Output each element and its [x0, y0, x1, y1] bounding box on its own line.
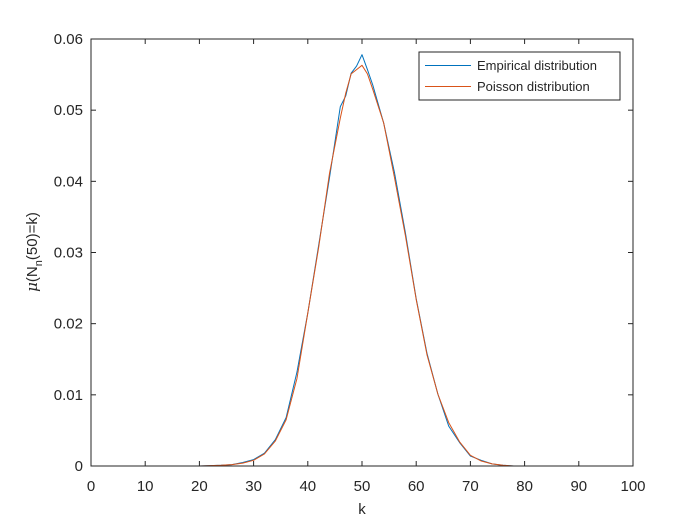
y-axis-label-suffix: (50)=k): [24, 212, 41, 260]
x-tick-label: 10: [137, 478, 154, 495]
legend-label-empirical: Empirical distribution: [477, 58, 597, 73]
y-tick-label: 0: [75, 458, 83, 475]
x-tick-label: 40: [299, 478, 316, 495]
x-tick-label: 100: [620, 478, 645, 495]
series-line-empirical: [91, 54, 633, 467]
y-tick-label: 0.06: [54, 31, 83, 48]
legend-label-poisson: Poisson distribution: [477, 79, 590, 94]
y-tick-label: 0.02: [54, 316, 83, 333]
x-tick-label: 50: [354, 478, 371, 495]
y-axis-label-main: (N: [24, 266, 41, 282]
x-tick-label: 30: [245, 478, 262, 495]
x-tick-label: 70: [462, 478, 479, 495]
y-tick-label: 0.01: [54, 387, 83, 404]
y-axis-label: μ(Nn(50)=k): [23, 212, 45, 292]
x-tick-label: 20: [191, 478, 208, 495]
y-axis-label-subscript: n: [33, 260, 45, 266]
x-tick-label: 60: [408, 478, 425, 495]
series-line-poisson: [91, 64, 633, 467]
legend: Empirical distribution Poisson distribut…: [418, 51, 621, 101]
ticks-layer: 0 10 20 30 40 50 60 70 80 90 100 0 0.01 0.02 0.03 0.04 0…: [54, 31, 646, 495]
x-axis-label: k: [358, 501, 366, 518]
x-tick-label: 0: [87, 478, 95, 495]
x-tick-label: 90: [570, 478, 587, 495]
legend-box: [418, 51, 621, 101]
series-layer: [91, 54, 633, 467]
y-axis-label-mu: μ: [23, 282, 41, 292]
y-tick-label: 0.05: [54, 102, 83, 119]
plot-area-background: [91, 39, 633, 466]
y-tick-label: 0.04: [54, 173, 83, 190]
y-tick-label: 0.03: [54, 245, 83, 262]
x-tick-label: 80: [516, 478, 533, 495]
